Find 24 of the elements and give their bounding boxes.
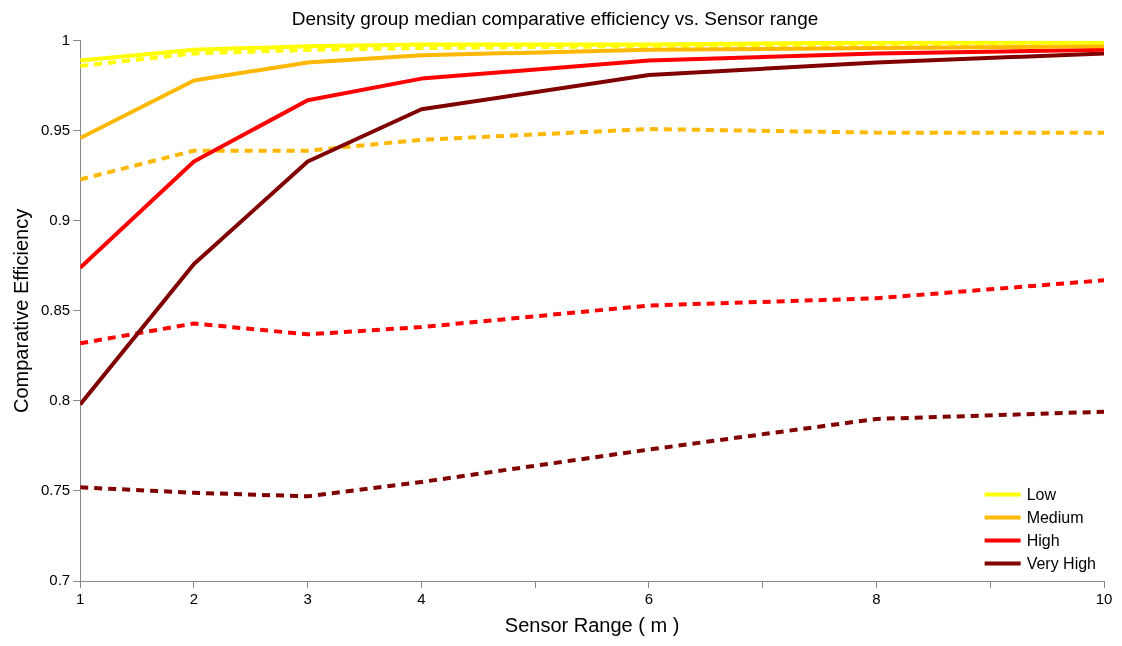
- x-tick-label: 10: [1095, 590, 1113, 608]
- legend-label: High: [1026, 531, 1060, 549]
- line-series: [80, 278, 1104, 346]
- y-tick-label: 0.75: [40, 481, 71, 499]
- line-series: [80, 127, 1104, 182]
- y-tick-label: 1: [61, 30, 71, 48]
- x-tick-label: 8: [872, 590, 881, 608]
- x-tick-label: 1: [76, 590, 85, 608]
- y-axis-title: Comparative Efficiency: [9, 208, 32, 413]
- x-axis-title: Sensor Range ( m ): [504, 613, 680, 636]
- y-tick-label: 0.85: [40, 301, 71, 319]
- y-tick-label: 0.9: [49, 211, 71, 229]
- x-tick-label: 4: [417, 590, 426, 608]
- x-tick-label: 3: [303, 590, 312, 608]
- y-tick-label: 0.95: [40, 120, 71, 138]
- x-tick-label: 2: [189, 590, 199, 608]
- x-tick-label: 6: [644, 590, 654, 608]
- y-tick-label: 0.7: [49, 571, 71, 589]
- legend-label: Very High: [1026, 554, 1097, 572]
- line-series: [80, 409, 1104, 499]
- legend-label: Medium: [1026, 508, 1084, 526]
- chart-title: Density group median comparative efficiency vs. Sensor range: [291, 7, 819, 29]
- y-tick-label: 0.8: [49, 391, 71, 409]
- legend-label: Low: [1026, 485, 1057, 503]
